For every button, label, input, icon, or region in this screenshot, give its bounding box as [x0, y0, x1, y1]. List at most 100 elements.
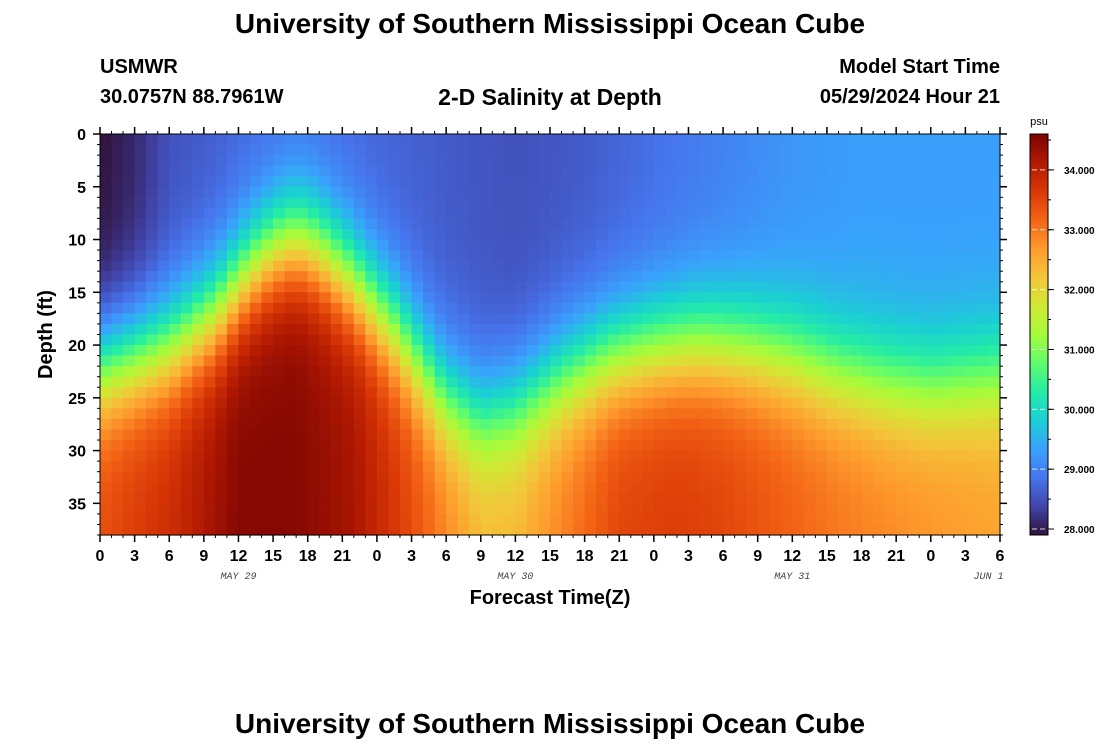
- heatmap-cell: [723, 440, 736, 452]
- heatmap-cell: [711, 429, 724, 441]
- heatmap-cell: [226, 260, 240, 272]
- heatmap-cell: [676, 165, 690, 177]
- heatmap-cell: [780, 376, 793, 388]
- heatmap-cell: [503, 239, 516, 251]
- heatmap-cell: [411, 144, 424, 156]
- heatmap-cell: [688, 134, 701, 146]
- heatmap-cell: [653, 418, 666, 431]
- heatmap-cell: [988, 503, 1001, 515]
- heatmap-cell: [319, 144, 332, 156]
- heatmap-cell: [953, 387, 966, 399]
- heatmap-cell: [261, 345, 274, 357]
- heatmap-cell: [573, 418, 586, 431]
- heatmap-cell: [319, 408, 332, 420]
- heatmap-cell: [480, 397, 493, 409]
- heatmap-cell: [688, 366, 701, 378]
- heatmap-cell: [988, 239, 1001, 251]
- heatmap-cell: [238, 176, 251, 188]
- heatmap-cell: [642, 260, 655, 272]
- heatmap-cell: [607, 176, 620, 188]
- heatmap-cell: [873, 482, 886, 494]
- heatmap-cell: [123, 524, 136, 536]
- heatmap-cell: [238, 461, 251, 473]
- heatmap-cell: [861, 418, 874, 431]
- heatmap-cell: [192, 461, 205, 473]
- heatmap-cell: [723, 345, 736, 357]
- heatmap-cell: [826, 387, 840, 399]
- heatmap-cell: [515, 387, 528, 399]
- heatmap-cell: [400, 387, 413, 399]
- heatmap-cell: [503, 260, 516, 272]
- heatmap-cell: [376, 503, 390, 515]
- heatmap-cell: [319, 440, 332, 452]
- x-tick-label: 6: [719, 548, 728, 565]
- heatmap-cell: [411, 429, 424, 441]
- heatmap-cell: [803, 197, 816, 209]
- heatmap-cell: [930, 503, 943, 515]
- heatmap-cell: [757, 292, 770, 304]
- heatmap-cell: [388, 239, 401, 251]
- heatmap-cell: [976, 503, 990, 515]
- heatmap-cell: [250, 524, 263, 536]
- heatmap-cell: [630, 408, 643, 420]
- heatmap-cell: [526, 155, 540, 167]
- heatmap-cell: [192, 186, 205, 198]
- heatmap-cell: [492, 450, 505, 462]
- heatmap-cell: [550, 429, 563, 441]
- heatmap-cell: [261, 313, 274, 325]
- heatmap-cell: [965, 323, 978, 336]
- heatmap-cell: [619, 513, 632, 526]
- heatmap-cell: [792, 503, 805, 515]
- heatmap-cell: [307, 155, 320, 167]
- heatmap-cell: [469, 397, 482, 409]
- heatmap-cell: [353, 292, 366, 304]
- heatmap-cell: [642, 134, 655, 146]
- heatmap-cell: [226, 207, 240, 220]
- heatmap-cell: [376, 165, 390, 177]
- heatmap-cell: [353, 165, 366, 177]
- heatmap-cell: [365, 218, 378, 230]
- heatmap-cell: [850, 186, 863, 198]
- heatmap-cell: [111, 144, 124, 156]
- heatmap-cell: [757, 176, 770, 188]
- heatmap-cell: [353, 366, 366, 378]
- heatmap-cell: [988, 281, 1001, 293]
- heatmap-cell: [630, 186, 643, 198]
- heatmap-cell: [953, 186, 966, 198]
- heatmap-cell: [111, 239, 124, 251]
- heatmap-cell: [111, 197, 124, 209]
- heatmap-cell: [850, 218, 863, 230]
- heatmap-cell: [746, 218, 759, 230]
- heatmap-cell: [757, 408, 770, 420]
- heatmap-cell: [169, 313, 182, 325]
- heatmap-cell: [526, 313, 540, 325]
- heatmap-cell: [665, 482, 678, 494]
- heatmap-cell: [780, 429, 793, 441]
- heatmap-cell: [192, 376, 205, 388]
- heatmap-cell: [976, 345, 990, 357]
- heatmap-cell: [480, 197, 493, 209]
- heatmap-cell: [642, 271, 655, 283]
- heatmap-cell: [503, 513, 516, 526]
- heatmap-cell: [388, 513, 401, 526]
- heatmap-cell: [134, 144, 147, 156]
- heatmap-cell: [226, 313, 240, 325]
- heatmap-cell: [434, 524, 447, 536]
- heatmap-cell: [930, 323, 943, 336]
- heatmap-cell: [157, 450, 170, 462]
- heatmap-cell: [526, 355, 540, 367]
- heatmap-cell: [157, 176, 170, 188]
- heatmap-cell: [192, 260, 205, 272]
- heatmap-cell: [319, 197, 332, 209]
- heatmap-cell: [780, 345, 793, 357]
- heatmap-cell: [596, 418, 609, 431]
- heatmap-cell: [111, 302, 124, 314]
- heatmap-cell: [134, 260, 147, 272]
- heatmap-cell: [873, 218, 886, 230]
- heatmap-cell: [630, 176, 643, 188]
- heatmap-cell: [526, 176, 540, 188]
- heatmap-cell: [826, 524, 840, 536]
- heatmap-cell: [261, 461, 274, 473]
- heatmap-cell: [261, 524, 274, 536]
- heatmap-cell: [169, 271, 182, 283]
